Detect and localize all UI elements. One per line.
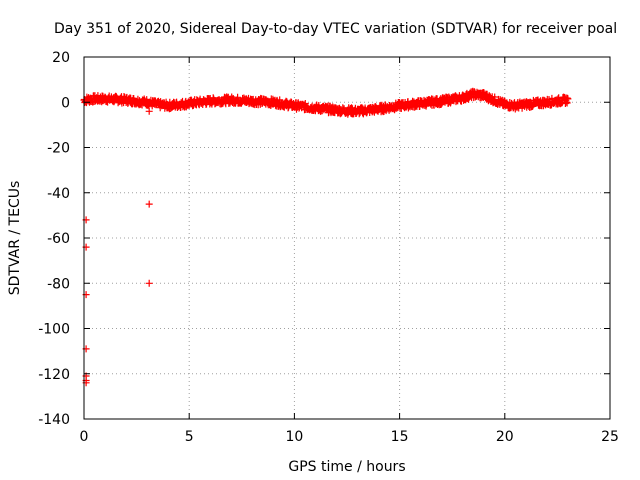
y-axis-label: SDTVAR / TECUs — [7, 181, 23, 296]
y-tick-label: -140 — [38, 412, 70, 428]
x-tick-label: 15 — [391, 429, 409, 445]
y-tick-label: -60 — [47, 231, 70, 247]
axis-ticks — [83, 56, 611, 420]
data-point — [145, 279, 153, 287]
y-tick-label: 0 — [61, 95, 70, 111]
chart-title: Day 351 of 2020, Sidereal Day-to-day VTE… — [54, 21, 617, 37]
x-tick-labels: 0 5 10 15 20 25 — [80, 429, 619, 445]
x-tick-label: 20 — [496, 429, 514, 445]
y-tick-label: -40 — [47, 186, 70, 202]
x-tick-label: 10 — [285, 429, 303, 445]
data-points — [80, 87, 572, 387]
x-axis-label: GPS time / hours — [288, 459, 405, 475]
data-point — [145, 200, 153, 208]
x-tick-label: 25 — [601, 429, 619, 445]
x-tick-label: 5 — [185, 429, 194, 445]
gridlines — [84, 57, 610, 419]
data-point — [564, 95, 572, 103]
data-point — [145, 107, 153, 115]
y-tick-label: -20 — [47, 141, 70, 157]
y-tick-label: -100 — [38, 322, 70, 338]
y-tick-labels: 20 0 -20 -40 -60 -80 -100 -120 -140 — [38, 50, 70, 428]
y-tick-label: -80 — [47, 276, 70, 292]
x-tick-label: 0 — [80, 429, 89, 445]
y-tick-label: 20 — [52, 50, 70, 66]
y-tick-label: -120 — [38, 367, 70, 383]
data-point — [301, 100, 309, 107]
